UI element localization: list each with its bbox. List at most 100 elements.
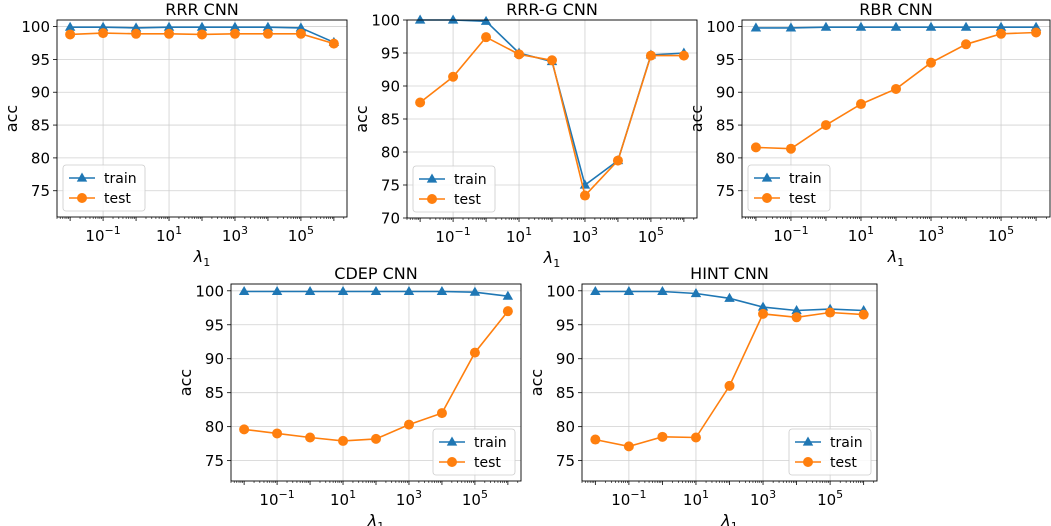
data-point-test — [295, 28, 306, 39]
data-point-test — [371, 433, 381, 444]
data-point-train — [757, 301, 769, 311]
y-tick-label: 95 — [205, 316, 224, 334]
data-point-train — [64, 21, 76, 31]
data-point-train — [337, 285, 349, 296]
data-point-test — [328, 38, 339, 49]
data-point-test — [690, 432, 701, 443]
x-tick-label: 101 — [683, 488, 709, 509]
data-point-train — [97, 21, 109, 31]
data-point-train — [750, 22, 762, 32]
data-point-test — [961, 39, 972, 50]
legend-marker-test — [77, 193, 87, 203]
data-point-train — [271, 285, 283, 296]
y-tick-label: 80 — [381, 144, 400, 162]
data-point-test — [590, 434, 601, 445]
x-tick-label: 105 — [462, 488, 488, 509]
data-point-test — [262, 28, 273, 39]
y-tick-label: 95 — [556, 316, 575, 334]
data-point-test — [131, 28, 142, 39]
data-point-test — [858, 309, 869, 320]
data-point-test — [612, 155, 623, 166]
data-point-train — [960, 21, 972, 31]
data-point-test — [164, 28, 175, 39]
y-tick-label: 85 — [556, 384, 575, 402]
data-point-train — [414, 14, 426, 24]
data-point-test — [272, 428, 283, 439]
x-axis-label: λ1 — [193, 247, 210, 269]
chart-title: RBR CNN — [859, 0, 932, 19]
data-point-test — [403, 419, 414, 430]
data-point-train — [130, 22, 142, 32]
legend-marker-train — [426, 173, 438, 183]
y-tick-label: 80 — [556, 418, 575, 436]
legend: train test — [432, 428, 516, 476]
data-point-train — [820, 21, 832, 31]
data-point-test — [678, 50, 689, 61]
data-point-train — [295, 22, 307, 32]
y-tick-label: 100 — [546, 282, 575, 300]
legend-label-test: test — [830, 455, 857, 471]
x-tick-label: 101 — [156, 224, 182, 245]
x-tick-label: 10−1 — [611, 488, 646, 509]
legend-label-test: test — [104, 191, 131, 207]
y-tick-label: 85 — [31, 117, 50, 135]
y-tick-label: 100 — [371, 12, 400, 30]
data-point-train — [657, 285, 668, 296]
y-tick-label: 90 — [381, 78, 400, 96]
plot-frame — [230, 283, 522, 482]
legend-label-train: train — [830, 435, 863, 451]
data-point-train — [995, 21, 1007, 31]
data-point-test — [514, 49, 525, 60]
data-point-test — [415, 97, 426, 108]
x-tick-label: 103 — [396, 488, 422, 509]
data-point-train — [785, 22, 797, 32]
data-point-train — [690, 288, 702, 298]
data-point-test — [579, 190, 590, 201]
data-point-train — [304, 285, 316, 296]
y-axis-label: acc — [687, 105, 706, 132]
data-point-train — [855, 21, 867, 31]
y-tick-label: 95 — [31, 51, 50, 69]
data-point-train — [590, 285, 601, 296]
y-tick-label: 95 — [381, 45, 400, 63]
y-tick-label: 95 — [716, 51, 735, 69]
data-point-train — [262, 21, 274, 31]
chart-panel: 10−1 101 103 105 75 80 85 90 95 100 RBR CNN λ1 acc tr… — [687, 0, 1051, 269]
data-point-test — [820, 120, 831, 131]
data-point-test — [229, 28, 240, 39]
data-point-train — [502, 290, 514, 300]
plot-frame — [56, 19, 348, 218]
data-point-test — [645, 50, 656, 61]
y-tick-label: 75 — [716, 182, 735, 200]
y-axis-label: acc — [527, 369, 546, 396]
legend-label-train: train — [454, 172, 487, 188]
data-point-train — [403, 285, 415, 296]
data-point-test — [239, 424, 250, 435]
legend-label-test: test — [454, 192, 481, 208]
data-point-test — [547, 55, 557, 66]
y-tick-label: 90 — [205, 350, 224, 368]
x-tick-label: 103 — [918, 224, 944, 245]
data-point-test — [825, 307, 836, 318]
x-tick-label: 10−1 — [773, 224, 808, 245]
y-tick-label: 75 — [31, 182, 50, 200]
y-tick-label: 70 — [381, 210, 400, 228]
data-point-train — [196, 21, 208, 31]
chart-title: HINT CNN — [690, 264, 769, 283]
y-tick-label: 80 — [716, 149, 735, 167]
y-tick-label: 80 — [205, 418, 224, 436]
y-axis-label: acc — [176, 369, 195, 396]
legend-marker-train — [76, 172, 88, 182]
x-axis-label: λ1 — [887, 247, 904, 269]
data-point-train — [163, 21, 175, 31]
data-point-test — [926, 57, 937, 68]
data-point-test — [98, 28, 109, 39]
legend-marker-test — [427, 194, 437, 204]
x-tick-label: 105 — [817, 488, 843, 509]
y-tick-label: 85 — [381, 111, 400, 129]
data-point-test — [623, 441, 634, 452]
y-axis-label: acc — [2, 105, 21, 132]
legend-label-train: train — [474, 435, 507, 451]
data-point-test — [855, 99, 866, 110]
data-point-test — [758, 308, 769, 319]
